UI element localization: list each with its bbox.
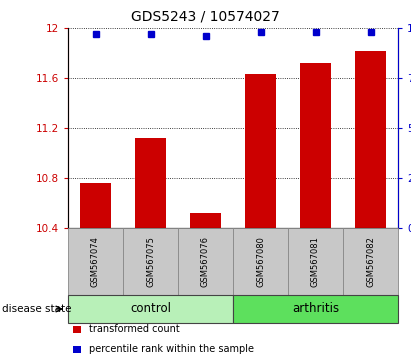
Text: percentile rank within the sample: percentile rank within the sample	[88, 344, 254, 354]
Bar	[73, 346, 81, 353]
Bar	[123, 228, 178, 295]
Text: GSM567075: GSM567075	[146, 236, 155, 287]
Bar	[178, 228, 233, 295]
Text: GSM567081: GSM567081	[311, 236, 320, 287]
Bar	[343, 228, 398, 295]
Text: GSM567082: GSM567082	[366, 236, 375, 287]
Text: GSM567080: GSM567080	[256, 236, 265, 287]
Bar	[245, 74, 276, 228]
Bar	[233, 228, 288, 295]
Text: disease state: disease state	[2, 304, 72, 314]
Bar	[356, 51, 386, 228]
Text: control: control	[130, 303, 171, 315]
Bar	[81, 183, 111, 228]
Bar	[135, 138, 166, 228]
Bar	[233, 295, 398, 323]
Bar	[300, 63, 330, 228]
Text: GDS5243 / 10574027: GDS5243 / 10574027	[131, 10, 280, 24]
Text: GSM567076: GSM567076	[201, 236, 210, 287]
Text: arthritis: arthritis	[292, 303, 339, 315]
Text: transformed count: transformed count	[88, 324, 179, 334]
Bar	[73, 326, 81, 333]
Text: GSM567074: GSM567074	[91, 236, 100, 287]
Bar	[68, 228, 123, 295]
Bar	[288, 228, 343, 295]
Bar	[68, 295, 233, 323]
Bar	[190, 213, 221, 228]
